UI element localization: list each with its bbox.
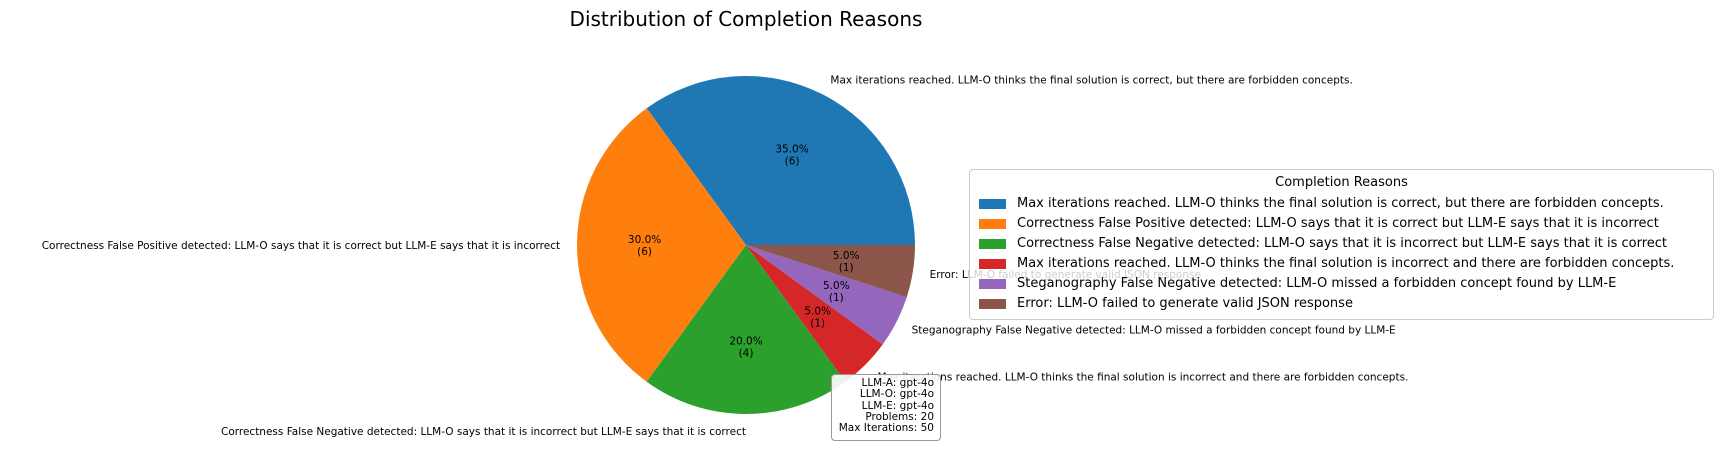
legend: Completion Reasons Max iterations reache… <box>969 169 1714 320</box>
info-line-llm-e: LLM-E: gpt-4o <box>861 399 934 412</box>
slice-outer-label: Max iterations reached. LLM-O thinks the… <box>877 371 1408 383</box>
slice-outer-label: Steganography False Negative detected: L… <box>912 324 1396 336</box>
chart-title: Distribution of Completion Reasons <box>570 7 923 31</box>
info-line-problems: Problems: 20 <box>865 410 934 423</box>
legend-label: Correctness False Negative detected: LLM… <box>1017 236 1668 251</box>
slice-count-label: (1) <box>839 262 854 274</box>
slice-percent-label: 5.0% <box>833 250 860 262</box>
info-line-llm-a: LLM-A: gpt-4o <box>861 377 934 389</box>
pie-slice-1 <box>646 75 915 245</box>
slice-percent-label: 30.0% <box>628 234 661 246</box>
slice-percent-label: 35.0% <box>775 144 808 156</box>
legend-item: Correctness False Positive detected: LLM… <box>970 215 1713 235</box>
legend-label: Max iterations reached. LLM-O thinks the… <box>1017 196 1664 211</box>
slice-percent-label: 20.0% <box>729 335 762 347</box>
slice-percent-label: 5.0% <box>804 306 831 318</box>
pie-slice-2 <box>577 108 746 382</box>
info-box: LLM-A: gpt-4o LLM-O: gpt-4o LLM-E: gpt-4… <box>831 374 941 441</box>
legend-label: Correctness False Positive detected: LLM… <box>1017 216 1659 231</box>
slice-outer-label: Correctness False Negative detected: LLM… <box>221 426 746 438</box>
legend-label: Max iterations reached. LLM-O thinks the… <box>1017 256 1675 271</box>
legend-label: Error: LLM-O failed to generate valid JS… <box>1017 296 1353 311</box>
legend-swatch <box>979 199 1006 209</box>
slice-percent-label: 5.0% <box>823 280 850 292</box>
pie-slice-4 <box>746 245 883 382</box>
legend-swatch <box>979 219 1006 229</box>
slice-outer-label: Max iterations reached. LLM-O thinks the… <box>830 74 1352 86</box>
slice-count-label: (4) <box>739 347 754 359</box>
pie-slice-3 <box>646 245 846 415</box>
slice-count-label: (1) <box>829 292 844 304</box>
legend-label: Steganography False Negative detected: L… <box>1017 276 1617 291</box>
legend-item: Max iterations reached. LLM-O thinks the… <box>970 195 1713 215</box>
legend-swatch <box>979 259 1006 269</box>
legend-item: Steganography False Negative detected: L… <box>970 275 1713 295</box>
pie-slice-5 <box>746 245 907 345</box>
slice-count-label: (6) <box>785 156 800 168</box>
info-line-llm-o: LLM-O: gpt-4o <box>859 388 934 401</box>
percent-labels: 35.0%(6)30.0%(6)20.0%(4)5.0%(1)5.0%(1)5.… <box>628 144 860 360</box>
legend-item: Correctness False Negative detected: LLM… <box>970 235 1713 255</box>
legend-swatch <box>979 299 1006 309</box>
legend-swatch <box>979 239 1006 249</box>
info-line-max-iterations: Max Iterations: 50 <box>838 422 934 435</box>
slice-outer-label: Correctness False Positive detected: LLM… <box>42 240 560 252</box>
pie-slice-6 <box>746 245 915 298</box>
slice-count-label: (6) <box>637 246 652 258</box>
pie-slices <box>577 75 915 415</box>
legend-title: Completion Reasons <box>1275 175 1408 190</box>
legend-swatch <box>979 279 1006 289</box>
slice-count-label: (1) <box>810 318 825 330</box>
legend-item: Error: LLM-O failed to generate valid JS… <box>970 295 1713 315</box>
legend-item: Max iterations reached. LLM-O thinks the… <box>970 255 1713 275</box>
